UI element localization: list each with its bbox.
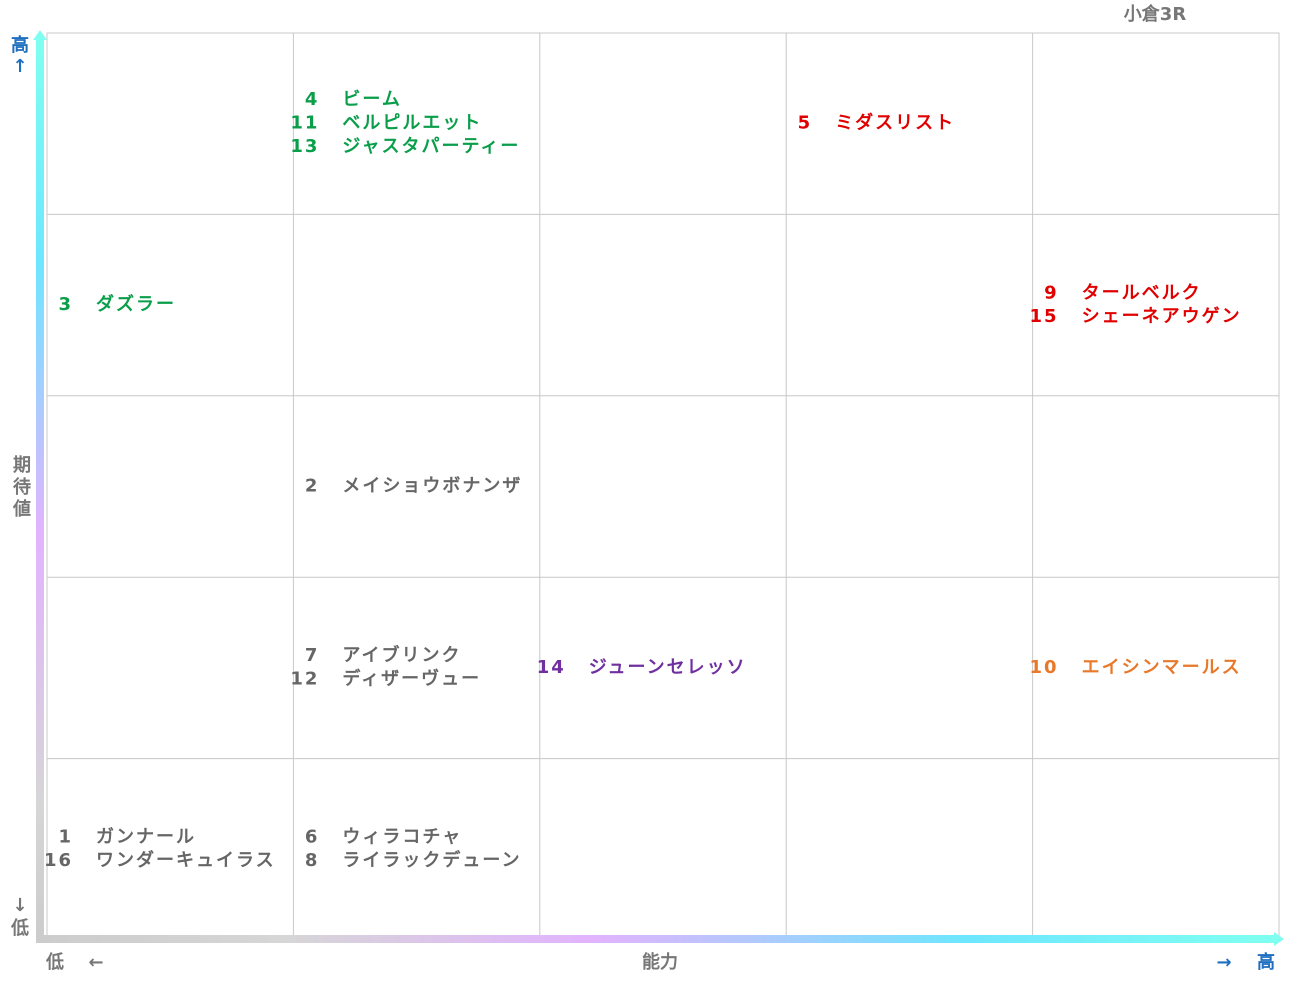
x-axis-label: 能力: [642, 951, 678, 973]
horse-number: 3: [58, 294, 73, 315]
horse-name: タールベルク: [1082, 282, 1202, 303]
horse-number: 15: [1030, 306, 1059, 327]
horse-name: ベルピルエット: [342, 113, 482, 134]
horse-name: ライラックデューン: [342, 849, 521, 871]
title: 小倉3R: [1124, 3, 1187, 25]
horse-name: メイショウボナンザ: [342, 476, 522, 497]
horse-name: ワンダーキュイラス: [96, 849, 276, 871]
horse-name: ジューンセレッソ: [589, 657, 747, 678]
y-high-arrow: ↑: [12, 56, 27, 77]
horse-number: 10: [1030, 657, 1059, 678]
horse-name: エイシンマールス: [1082, 657, 1242, 678]
horse-number: 6: [305, 827, 320, 848]
horse-name: シェーネアウゲン: [1082, 305, 1242, 327]
y-axis-bar: [36, 36, 44, 942]
horse-name: アイブリンク: [342, 644, 461, 666]
grid-frame: [46, 32, 1280, 941]
horse-number: 9: [1044, 282, 1059, 303]
horse-name: ビーム: [342, 89, 401, 110]
x-low-arrow: ←: [88, 952, 103, 973]
y-axis-arrowhead: [33, 30, 47, 40]
horse-name: ウィラコチャ: [342, 827, 462, 848]
horse-name: ディザーヴュー: [342, 668, 481, 690]
horse-name: ミダスリスト: [835, 112, 955, 134]
horse-number: 5: [798, 113, 813, 134]
y-low-arrow: ↓: [12, 895, 27, 916]
x-low-label: 低: [45, 951, 64, 973]
x-high-label: 高: [1257, 951, 1275, 973]
horse-number: 12: [290, 669, 319, 690]
x-axis-bar: [36, 935, 1276, 943]
horse-number: 7: [305, 645, 320, 666]
horse-name: ダズラー: [96, 293, 176, 315]
horse-number: 4: [305, 89, 320, 110]
grid: [46, 32, 1280, 941]
x-high-arrow: →: [1216, 952, 1231, 973]
y-axis-label: 期待値: [10, 455, 32, 521]
horse-number: 13: [290, 136, 319, 157]
horse-number: 8: [305, 850, 320, 871]
y-low-label: 低: [10, 917, 29, 939]
horse-number: 11: [290, 113, 319, 134]
horse-name: ガンナール: [96, 827, 196, 848]
x-axis-arrowhead: [1274, 932, 1284, 946]
horse-name: ジャスタパーティー: [342, 136, 520, 157]
horse-number: 2: [305, 476, 320, 497]
horse-number: 14: [537, 657, 566, 678]
horse-number: 16: [44, 850, 73, 871]
y-high-label: 高: [11, 34, 29, 56]
horse-number: 1: [58, 827, 73, 848]
